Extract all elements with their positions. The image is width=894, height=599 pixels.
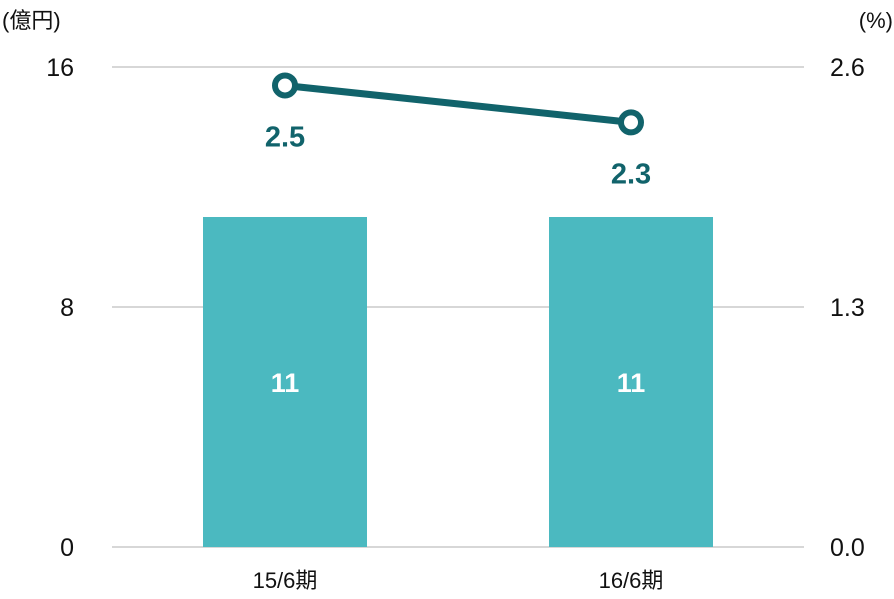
bar (203, 217, 367, 547)
line-value-labels: 2.5 2.3 (265, 121, 651, 190)
left-axis-unit: (億円) (2, 8, 61, 33)
line-value-label: 2.3 (611, 158, 651, 190)
bar-value-label: 11 (271, 368, 300, 398)
bar-series (203, 217, 713, 547)
series-line (281, 81, 635, 126)
right-tick-label: 2.6 (830, 54, 865, 82)
right-tick-label: 1.3 (830, 294, 865, 322)
right-axis-unit: (%) (859, 8, 893, 33)
category-label: 16/6期 (599, 568, 664, 593)
bar-value-label: 11 (617, 368, 646, 398)
left-tick-label: 0 (60, 534, 74, 562)
bar-value-labels: 11 11 (271, 368, 646, 398)
left-tick-label: 8 (60, 294, 74, 322)
line-point (272, 72, 298, 99)
line-point (618, 109, 644, 136)
right-axis-ticks: 2.6 1.3 0.0 (830, 54, 865, 562)
line-value-label: 2.5 (265, 121, 305, 153)
category-label: 15/6期 (253, 568, 318, 593)
right-tick-label: 0.0 (830, 534, 865, 562)
left-axis-ticks: 16 8 0 (46, 54, 74, 562)
bar (549, 217, 713, 547)
category-labels: 15/6期 16/6期 (253, 568, 664, 593)
left-tick-label: 16 (46, 54, 74, 82)
line-series (272, 72, 644, 136)
